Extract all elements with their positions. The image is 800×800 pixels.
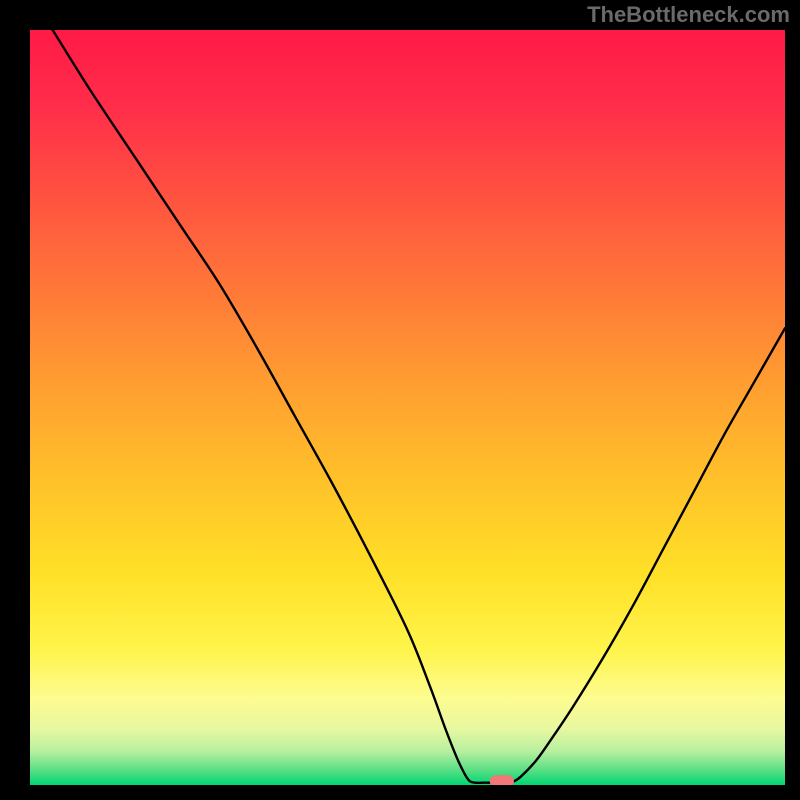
chart-svg bbox=[30, 30, 785, 785]
watermark-text: TheBottleneck.com bbox=[587, 2, 790, 28]
gradient-background bbox=[30, 30, 785, 785]
optimal-marker bbox=[490, 775, 514, 785]
chart-frame: { "watermark": { "text": "TheBottleneck.… bbox=[0, 0, 800, 800]
plot-area bbox=[30, 30, 785, 785]
